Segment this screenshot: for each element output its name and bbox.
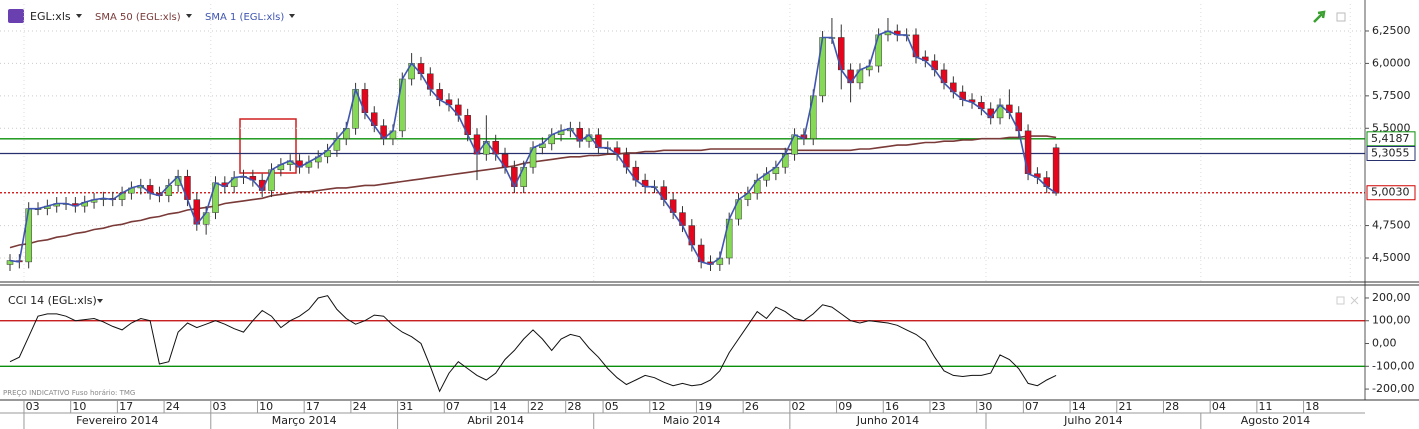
x-tick-label: 12 bbox=[651, 400, 665, 413]
y-tick-label: 0,00 bbox=[1372, 337, 1397, 350]
x-tick-label: 14 bbox=[493, 400, 507, 413]
y-tick-label: 200,00 bbox=[1372, 291, 1411, 304]
x-tick-label: 31 bbox=[399, 400, 413, 413]
month-label: Março 2014 bbox=[272, 414, 337, 427]
footnote: PREÇO INDICATIVO Fuso horário: TMG bbox=[3, 389, 135, 397]
x-tick-label: 10 bbox=[72, 400, 86, 413]
y-tick-label: -100,00 bbox=[1372, 359, 1414, 372]
x-tick-label: 04 bbox=[1212, 400, 1226, 413]
month-label: Maio 2014 bbox=[663, 414, 721, 427]
x-tick-label: 07 bbox=[446, 400, 460, 413]
month-label: Julho 2014 bbox=[1063, 414, 1122, 427]
symbol-icon bbox=[8, 9, 24, 23]
dropdown[interactable] bbox=[186, 14, 192, 18]
symbol-label: EGL:xls bbox=[30, 10, 71, 23]
month-label: Agosto 2014 bbox=[1241, 414, 1311, 427]
x-tick-label: 17 bbox=[119, 400, 133, 413]
window-button[interactable] bbox=[1336, 296, 1345, 305]
x-tick-label: 09 bbox=[838, 400, 852, 413]
annotation-box bbox=[239, 118, 297, 174]
x-tick-label: 26 bbox=[745, 400, 759, 413]
x-tick-label: 23 bbox=[932, 400, 946, 413]
y-tick-label: 5,7500 bbox=[1372, 89, 1411, 102]
month-label: Junho 2014 bbox=[856, 414, 919, 427]
legend-entry: SMA 1 (EGL:xls) bbox=[205, 12, 284, 23]
x-tick-label: 17 bbox=[306, 400, 320, 413]
level-label: 5,0030 bbox=[1371, 186, 1410, 199]
dropdown[interactable] bbox=[289, 14, 295, 18]
month-label: Fevereiro 2014 bbox=[76, 414, 158, 427]
y-tick-label: -200,00 bbox=[1372, 382, 1414, 395]
x-tick-label: 24 bbox=[353, 400, 367, 413]
x-tick-label: 21 bbox=[1118, 400, 1132, 413]
x-tick-label: 18 bbox=[1305, 400, 1319, 413]
x-tick-label: 22 bbox=[530, 400, 544, 413]
x-tick-label: 16 bbox=[885, 400, 899, 413]
level-label: 5,3055 bbox=[1371, 147, 1410, 160]
x-tick-label: 07 bbox=[1025, 400, 1039, 413]
y-tick-label: 4,5000 bbox=[1372, 251, 1411, 264]
close-button[interactable] bbox=[1350, 296, 1359, 305]
x-tick-label: 24 bbox=[166, 400, 180, 413]
level-label-box bbox=[1366, 185, 1416, 201]
y-tick-label: 5,5000 bbox=[1372, 121, 1411, 134]
x-tick-label: 28 bbox=[1165, 400, 1179, 413]
legend-entry: CCI 14 (EGL:xls) bbox=[8, 294, 97, 307]
y-tick-label: 6,0000 bbox=[1372, 56, 1411, 69]
line bbox=[9, 295, 1057, 393]
x-tick-label: 11 bbox=[1259, 400, 1273, 413]
window-button[interactable] bbox=[1336, 12, 1346, 22]
x-tick-label: 28 bbox=[567, 400, 581, 413]
y-tick-label: 4,7500 bbox=[1372, 219, 1411, 232]
x-tick-label: 10 bbox=[259, 400, 273, 413]
candle-body bbox=[1052, 147, 1060, 194]
x-tick-label: 02 bbox=[792, 400, 806, 413]
level-label-box bbox=[1366, 131, 1416, 147]
level-label: 5,4187 bbox=[1371, 132, 1410, 145]
dropdown[interactable] bbox=[97, 299, 103, 303]
y-tick-label: 6,2500 bbox=[1372, 24, 1411, 37]
dropdown[interactable] bbox=[76, 14, 82, 18]
x-tick-label: 30 bbox=[978, 400, 992, 413]
x-tick-label: 05 bbox=[605, 400, 619, 413]
x-tick-label: 14 bbox=[1072, 400, 1086, 413]
line bbox=[9, 30, 1057, 266]
y-tick-label: 100,00 bbox=[1372, 314, 1411, 327]
month-label: Abril 2014 bbox=[467, 414, 524, 427]
candle-body bbox=[6, 260, 14, 265]
x-tick-label: 03 bbox=[212, 400, 226, 413]
level-label-box bbox=[1366, 146, 1416, 162]
x-tick-label: 03 bbox=[26, 400, 40, 413]
legend-entry: SMA 50 (EGL:xls) bbox=[95, 12, 181, 23]
x-tick-label: 19 bbox=[698, 400, 712, 413]
trend-icon[interactable] bbox=[1313, 10, 1326, 23]
